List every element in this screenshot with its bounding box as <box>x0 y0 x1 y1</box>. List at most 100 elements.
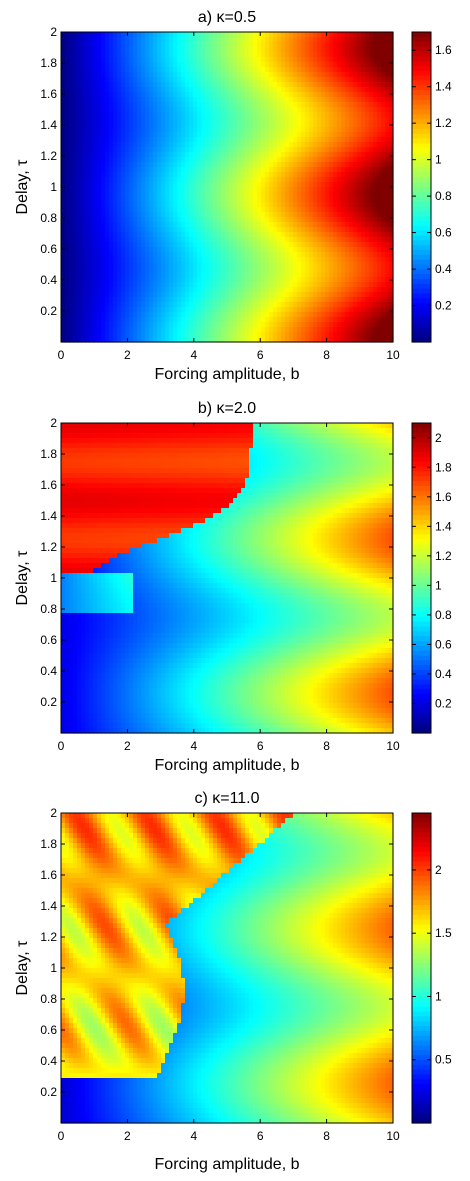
heatmap-cell <box>209 287 214 293</box>
heatmap-cell <box>293 92 298 98</box>
heatmap-cell <box>85 232 90 238</box>
heatmap-cell <box>273 237 278 243</box>
heatmap-cell <box>185 172 190 178</box>
heatmap-cell <box>245 107 250 113</box>
heatmap-cell <box>317 307 322 313</box>
heatmap-cell <box>165 62 170 68</box>
heatmap-cell <box>333 277 338 283</box>
heatmap-cell <box>325 212 330 218</box>
heatmap-cell <box>77 232 82 238</box>
heatmap-cell <box>149 197 154 203</box>
heatmap-cell <box>177 172 182 178</box>
heatmap-cell <box>173 52 178 58</box>
heatmap-cell <box>81 222 86 228</box>
heatmap-cell <box>225 152 230 158</box>
heatmap-cell <box>233 122 238 128</box>
heatmap-cell <box>109 112 114 118</box>
heatmap-cell <box>133 122 138 128</box>
heatmap-cell <box>293 227 298 233</box>
heatmap-cell <box>193 197 198 203</box>
heatmap-cell <box>357 62 362 68</box>
heatmap-cell <box>165 182 170 188</box>
heatmap-cell <box>161 307 166 313</box>
heatmap-cell <box>265 277 270 283</box>
heatmap-cell <box>229 67 234 73</box>
heatmap-cell <box>129 252 134 258</box>
heatmap-cell <box>341 107 346 113</box>
heatmap-cell <box>273 197 278 203</box>
heatmap-cell <box>305 302 310 308</box>
heatmap-cell <box>305 142 310 148</box>
heatmap-cell <box>233 177 238 183</box>
heatmap-cell <box>181 242 186 248</box>
heatmap-cell <box>333 327 338 333</box>
heatmap-cell <box>365 292 370 298</box>
heatmap-cell <box>305 77 310 83</box>
heatmap-cell <box>233 202 238 208</box>
heatmap-cell <box>369 147 374 153</box>
heatmap-cell <box>225 37 230 43</box>
heatmap-cell <box>237 102 242 108</box>
heatmap-cell <box>81 122 86 128</box>
heatmap-cell <box>125 92 130 98</box>
heatmap-cell <box>249 127 254 133</box>
heatmap-cell <box>201 177 206 183</box>
heatmap-cell <box>73 77 78 83</box>
heatmap-cell <box>145 202 150 208</box>
heatmap-cell <box>145 292 150 298</box>
heatmap-cell <box>309 107 314 113</box>
heatmap-cell <box>293 122 298 128</box>
heatmap-cell <box>293 72 298 78</box>
heatmap-cell <box>337 227 342 233</box>
heatmap-cell <box>153 172 158 178</box>
heatmap-cell <box>245 242 250 248</box>
heatmap-cell <box>281 207 286 213</box>
heatmap-cell <box>189 212 194 218</box>
heatmap-cell <box>161 47 166 53</box>
heatmap-cell <box>121 252 126 258</box>
heatmap-cell <box>329 32 334 38</box>
heatmap-cell <box>225 97 230 103</box>
heatmap-cell <box>265 72 270 78</box>
heatmap-cell <box>385 42 390 48</box>
heatmap-cell <box>173 162 178 168</box>
heatmap-cell <box>289 292 294 298</box>
heatmap-cell <box>121 137 126 143</box>
heatmap-cell <box>125 267 130 273</box>
heatmap-cell <box>161 202 166 208</box>
heatmap-cell <box>361 47 366 53</box>
heatmap-cell <box>317 102 322 108</box>
heatmap-cell <box>197 292 202 298</box>
heatmap-cell <box>265 247 270 253</box>
heatmap-cell <box>373 232 378 238</box>
heatmap-cell <box>357 102 362 108</box>
heatmap-cell <box>201 67 206 73</box>
heatmap-cell <box>185 262 190 268</box>
heatmap-cell <box>241 117 246 123</box>
heatmap-cell <box>181 157 186 163</box>
heatmap-cell <box>157 127 162 133</box>
heatmap-cell <box>301 292 306 298</box>
heatmap-cell <box>337 122 342 128</box>
heatmap-cell <box>269 82 274 88</box>
heatmap-cell <box>117 157 122 163</box>
heatmap-cell <box>129 317 134 323</box>
heatmap-cell <box>249 202 254 208</box>
heatmap-cell <box>97 302 102 308</box>
heatmap-cell <box>149 272 154 278</box>
heatmap-cell <box>193 272 198 278</box>
heatmap-cell <box>289 127 294 133</box>
heatmap-cell <box>389 72 394 78</box>
heatmap-cell <box>341 97 346 103</box>
heatmap-cell <box>337 252 342 258</box>
heatmap-cell <box>117 117 122 123</box>
heatmap-cell <box>229 192 234 198</box>
heatmap-cell <box>313 152 318 158</box>
heatmap-cell <box>185 122 190 128</box>
heatmap-cell <box>85 157 90 163</box>
heatmap-cell <box>141 277 146 283</box>
heatmap-cell <box>193 62 198 68</box>
heatmap-cell <box>221 227 226 233</box>
heatmap-cell <box>301 222 306 228</box>
heatmap-cell <box>173 62 178 68</box>
